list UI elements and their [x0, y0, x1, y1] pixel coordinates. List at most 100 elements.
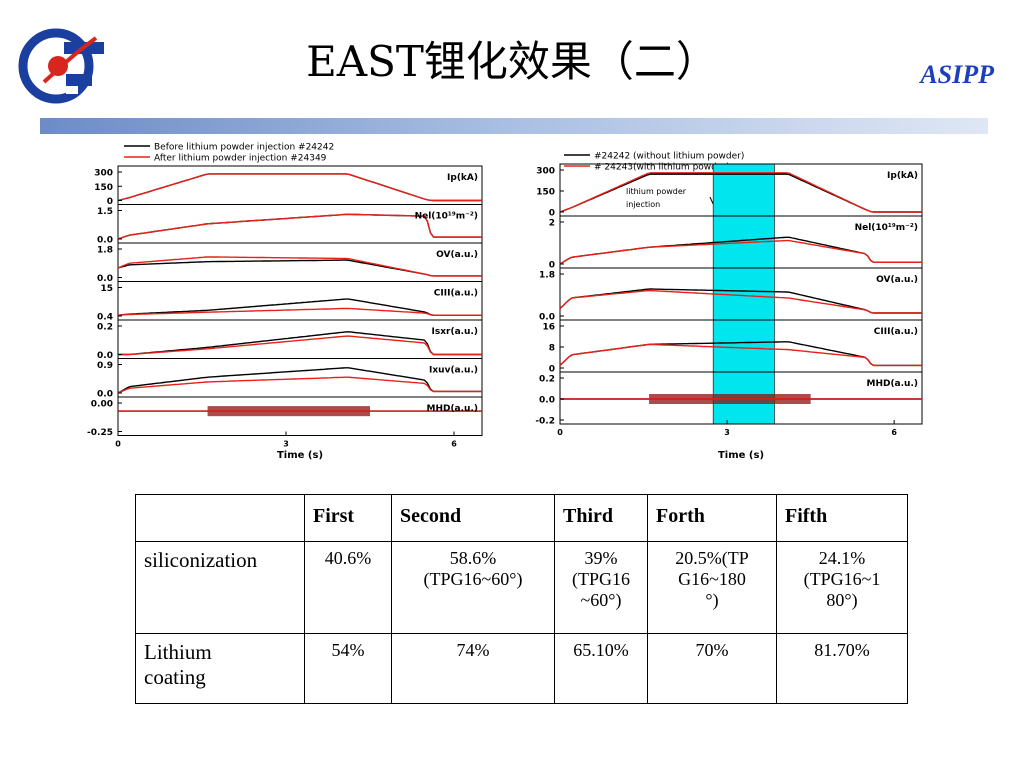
y-tick-label: 0.0: [97, 236, 113, 246]
y-tick-label: 0.0: [97, 274, 113, 284]
y-tick-label: 0.4: [97, 313, 113, 323]
table-cell: 20.5%(TP G16~180 °): [647, 541, 777, 634]
table-header-cell: Fifth: [776, 494, 908, 542]
table-cell: 40.6%: [304, 541, 392, 634]
y-tick-label: 15: [100, 284, 113, 294]
table-cell: 81.70%: [776, 633, 908, 704]
y-tick-label: 8: [549, 344, 555, 354]
series-line: [117, 173, 482, 202]
panel-label: Nel(10¹⁹m⁻²): [415, 212, 478, 222]
y-tick-label: -0.25: [87, 428, 113, 438]
series-line: [117, 376, 482, 394]
chart-left: Before lithium powder injection #24242 Af…: [84, 136, 488, 466]
table-header-cell: [135, 494, 305, 542]
y-tick-label: 0.0: [539, 396, 555, 406]
panel-label: MHD(a.u.): [426, 404, 478, 414]
series-line: [117, 307, 482, 316]
table-header-cell: Third: [554, 494, 648, 542]
series-line: [117, 259, 482, 277]
chart-right-svg: #24242 (without lithium powder)# 24243(w…: [535, 152, 923, 461]
chart-left-svg: Before lithium powder injection #24242Af…: [87, 143, 483, 461]
legend-label: # 24243(with lithium powder): [594, 163, 730, 173]
series-line: [559, 343, 922, 367]
table-cell: 70%: [647, 633, 777, 704]
table-cell: 65.10%: [554, 633, 648, 704]
table-header-cell: Second: [391, 494, 555, 542]
y-tick-label: 0: [549, 261, 555, 271]
series-line: [118, 335, 482, 356]
y-tick-label: 0: [549, 209, 555, 219]
y-tick-label: 150: [94, 183, 113, 193]
page-title: EAST锂化效果（二）: [306, 37, 718, 86]
chart-right: #24242 (without lithium powder) # 24243(w…: [524, 148, 928, 462]
x-tick-label: 6: [891, 428, 897, 437]
series-line: [559, 239, 922, 265]
header-divider-bar: [40, 118, 988, 134]
x-tick-label: 6: [451, 440, 457, 449]
y-tick-label: 0.0: [539, 313, 555, 323]
series-line: [117, 298, 482, 316]
y-tick-label: 0.0: [97, 390, 113, 400]
mhd-oscillation: [207, 406, 370, 417]
row-label: Lithium coating: [135, 633, 305, 704]
y-tick-label: 1.8: [97, 246, 113, 256]
y-tick-label: 0.2: [97, 323, 113, 333]
legend-label: #24242 (without lithium powder): [594, 152, 744, 162]
y-tick-label: 0.9: [97, 361, 113, 371]
table-cell: 39% (TPG16 ~60°): [554, 541, 648, 634]
panel-frame: [117, 396, 483, 436]
y-tick-label: 0.00: [91, 400, 113, 410]
org-label: ASIPP: [920, 60, 994, 89]
annotation-text: injection: [626, 200, 660, 209]
comparison-table: First Second Third Forth Fifth siliconiz…: [135, 494, 908, 704]
series-line: [118, 331, 482, 356]
y-tick-label: 16: [542, 323, 555, 333]
table-header-cell: Forth: [647, 494, 777, 542]
table-cell: 74%: [391, 633, 555, 704]
x-tick-label: 0: [557, 428, 563, 437]
x-axis-label: Time (s): [718, 450, 764, 461]
panel-frame: [117, 358, 483, 398]
y-tick-label: 0.0: [97, 351, 113, 361]
row-label: siliconization: [135, 541, 305, 634]
table-header-cell: First: [304, 494, 392, 542]
series-line: [117, 367, 482, 394]
asipp-logo: [14, 24, 112, 106]
y-tick-label: 0: [549, 365, 555, 375]
y-tick-label: 1.8: [539, 271, 555, 281]
table-header-row: First Second Third Forth Fifth: [135, 494, 908, 542]
panel-label: Ip(kA): [887, 171, 918, 181]
y-tick-label: 1.5: [97, 207, 113, 217]
legend-label: After lithium powder injection #24349: [154, 154, 327, 164]
table-cell: 24.1% (TPG16~1 80°): [776, 541, 908, 634]
y-tick-label: 150: [536, 188, 555, 198]
legend-label: Before lithium powder injection #24242: [154, 143, 334, 153]
x-axis-label: Time (s): [277, 450, 323, 461]
series-line: [559, 172, 922, 213]
series-line: [117, 256, 482, 277]
mhd-oscillation: [649, 394, 811, 404]
y-tick-label: 300: [94, 169, 113, 179]
annotation-text: lithium powder: [626, 187, 687, 196]
annotation-arrow: [709, 196, 714, 205]
x-tick-label: 3: [283, 440, 289, 449]
table-row: siliconization 40.6% 58.6% (TPG16~60°) 3…: [135, 541, 908, 634]
panel-frame: [117, 319, 483, 359]
x-tick-label: 3: [724, 428, 730, 437]
series-line: [117, 213, 482, 240]
panel-label: Ip(kA): [447, 173, 478, 183]
panel-label: OV(a.u.): [876, 275, 918, 285]
series-line: [559, 289, 922, 314]
table-cell: 58.6% (TPG16~60°): [391, 541, 555, 634]
panel-label: Nel(10¹⁹m⁻²): [855, 223, 918, 233]
panel-label: CIII(a.u.): [434, 289, 478, 299]
y-tick-label: 2: [549, 219, 555, 229]
panel-label: OV(a.u.): [436, 250, 478, 260]
panel-label: Isxr(a.u.): [432, 327, 479, 337]
panel-label: MHD(a.u.): [866, 379, 918, 389]
panel-frame: [117, 165, 483, 205]
panel-label: Ixuv(a.u.): [429, 366, 478, 376]
panel-label: CIII(a.u.): [874, 327, 918, 337]
y-tick-label: 0: [107, 197, 113, 207]
x-tick-label: 0: [115, 440, 121, 449]
